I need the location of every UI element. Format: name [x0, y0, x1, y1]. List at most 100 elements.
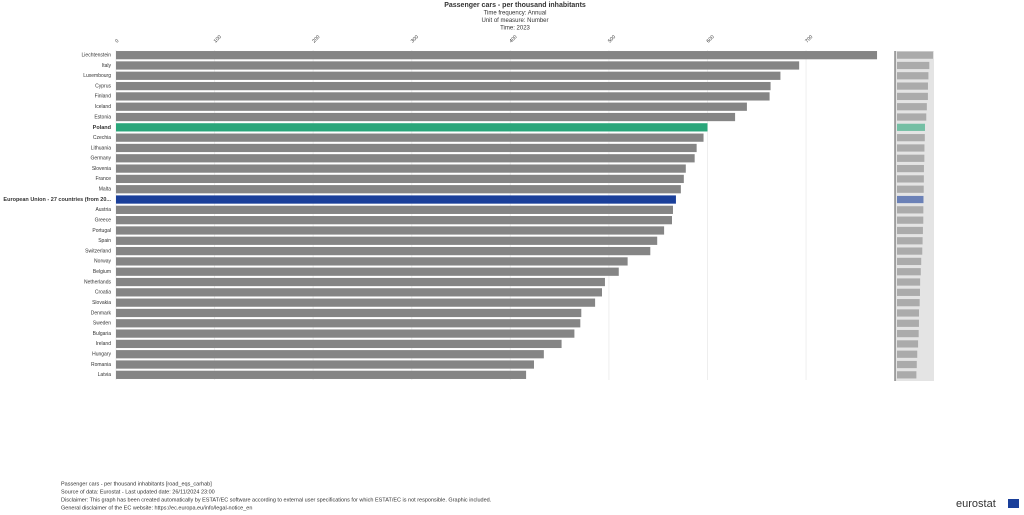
bar — [116, 61, 800, 70]
bar — [116, 143, 697, 153]
navigator-bar — [897, 237, 923, 245]
bar — [116, 216, 672, 225]
y-tick-label: Malta — [99, 187, 111, 193]
x-tick-label: 700 — [804, 34, 814, 44]
bar — [116, 71, 781, 80]
y-tick-label: Czechia — [93, 135, 111, 141]
bar — [116, 185, 681, 194]
subtitle: Time: 2023 — [500, 26, 530, 32]
x-tick-label: 400 — [508, 34, 518, 44]
footer-text: General disclaimer of the EC website: ht… — [61, 505, 252, 511]
navigator-bar — [897, 319, 919, 327]
navigator-bar — [897, 329, 919, 338]
x-tick-label: 300 — [410, 34, 420, 44]
y-tick-label: Iceland — [95, 104, 111, 110]
y-tick-label: France — [95, 176, 111, 182]
bar — [116, 308, 582, 318]
y-tick-label: Romania — [91, 362, 111, 368]
y-tick-label: Liechtenstein — [82, 52, 112, 58]
y-tick-label: Cyprus — [95, 83, 111, 89]
navigator-bar — [897, 257, 922, 266]
bar — [116, 257, 628, 266]
x-tick-label: 600 — [706, 34, 716, 44]
navigator-bar — [897, 154, 925, 162]
y-tick-label: Sweden — [93, 321, 111, 327]
y-tick-label: Norway — [94, 259, 111, 265]
bar — [116, 164, 686, 173]
bar — [116, 236, 658, 245]
navigator-bar — [897, 185, 924, 193]
navigator-bar — [897, 216, 924, 224]
bar — [116, 226, 665, 235]
bar — [116, 205, 673, 214]
navigator-bar — [897, 288, 920, 296]
subtitle: Time frequency: Annual — [484, 11, 547, 17]
navigator-bar — [897, 340, 919, 348]
bar — [116, 133, 704, 142]
navigator-bar — [897, 103, 927, 111]
x-tick-label: 500 — [607, 34, 617, 44]
y-tick-label: Ireland — [96, 341, 112, 347]
navigator-bar — [897, 247, 923, 255]
navigator-bar — [897, 268, 921, 276]
navigator-bar — [897, 360, 917, 369]
y-tick-label: Germany — [90, 156, 111, 162]
y-tick-label: Finland — [95, 94, 112, 100]
y-tick-label: Slovenia — [92, 166, 111, 172]
navigator-bar — [897, 144, 925, 152]
y-tick-label: Slovakia — [92, 300, 111, 306]
bar — [116, 81, 771, 91]
navigator-bar — [897, 123, 925, 131]
navigator-bar — [897, 195, 924, 204]
navigator-bar — [897, 299, 920, 307]
bar — [116, 339, 562, 349]
y-tick-label: Hungary — [92, 352, 111, 358]
navigator-bar — [897, 134, 925, 142]
navigator-bar — [897, 175, 924, 183]
navigator-bar — [897, 226, 923, 235]
footer-text: Passenger cars - per thousand inhabitant… — [61, 481, 212, 487]
bar — [116, 329, 575, 338]
bar — [116, 174, 684, 184]
navigator-bar — [897, 309, 920, 317]
y-tick-label: Croatia — [95, 290, 111, 296]
bar — [116, 246, 651, 256]
navigator-bar — [897, 51, 933, 59]
x-tick-label: 0 — [114, 38, 120, 44]
bar — [116, 360, 534, 369]
navigator-bar — [897, 278, 921, 286]
bar — [116, 350, 544, 359]
bar — [116, 195, 676, 204]
chart-title: Passenger cars - per thousand inhabitant… — [444, 2, 586, 9]
navigator-bar — [897, 350, 918, 358]
navigator-bar — [897, 82, 928, 90]
y-tick-label: Austria — [95, 207, 111, 213]
bar — [116, 267, 619, 276]
navigator-bar — [897, 113, 927, 121]
y-tick-label: Spain — [98, 238, 111, 244]
subtitle: Unit of measure: Number — [481, 18, 548, 24]
y-tick-label: Bulgaria — [93, 331, 112, 337]
eu-flag — [1008, 499, 1019, 508]
y-tick-label: Estonia — [94, 114, 111, 120]
navigator-bar — [897, 164, 924, 173]
footer-text: Source of data: Eurostat - Last updated … — [61, 489, 215, 495]
y-tick-label: Portugal — [92, 228, 111, 234]
navigator-bar — [897, 92, 928, 101]
x-tick-label: 100 — [213, 34, 223, 44]
navigator-bar — [897, 371, 917, 379]
y-tick-label: Italy — [102, 63, 112, 69]
y-tick-label: Luxembourg — [83, 73, 111, 79]
bar — [116, 92, 770, 101]
y-tick-label: Greece — [95, 217, 112, 223]
bar — [116, 319, 581, 328]
y-tick-label: Denmark — [91, 310, 112, 316]
x-tick-label: 200 — [311, 34, 321, 44]
y-tick-label: Poland — [93, 125, 111, 131]
bar — [116, 112, 736, 122]
y-tick-label: Lithuania — [91, 145, 112, 151]
footer-text: Disclaimer: This graph has been created … — [61, 497, 492, 503]
y-tick-label: Latvia — [98, 372, 112, 378]
bar — [116, 154, 695, 163]
